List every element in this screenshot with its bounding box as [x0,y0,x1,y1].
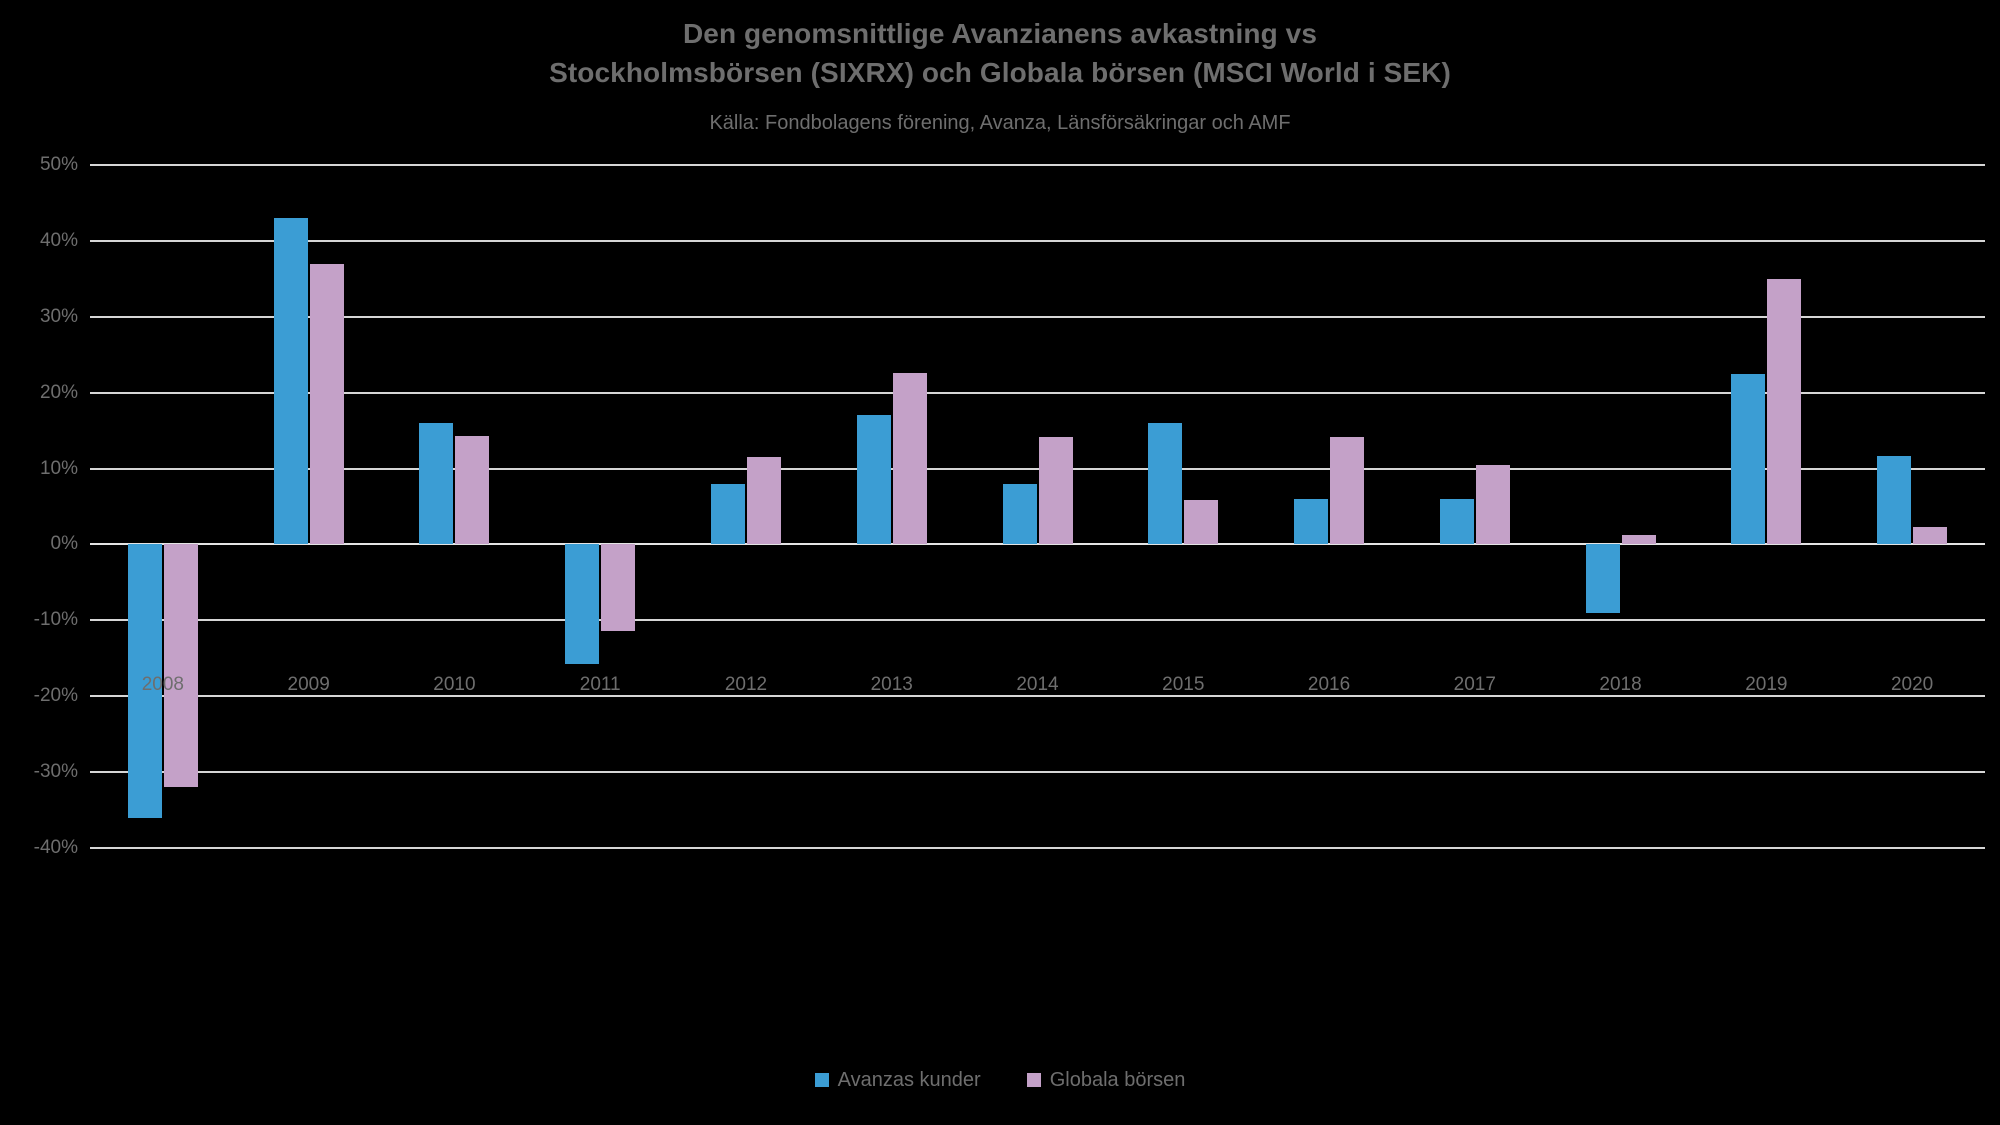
x-axis-tick-label: 2018 [1599,674,1642,695]
bar-avanzas-kunder-2012[interactable] [710,483,745,545]
x-axis-tick-label: 2009 [287,674,330,695]
y-axis-tick-label: 10% [39,457,78,479]
chart-title-line-2: Stockholmsbörsen (SIXRX) och Globala bör… [549,57,1451,88]
legend-label: Avanzas kunder [837,1069,981,1091]
bar-globala-b-rsen-2009[interactable] [309,263,344,545]
bar-globala-b-rsen-2014[interactable] [1038,436,1073,545]
gridline [90,239,1985,242]
bar-globala-b-rsen-2016[interactable] [1330,437,1365,545]
x-axis-labels: 2008 2009 2010 2011 2012 2013 2014 2015 2016 2017… [90,674,1985,704]
bars-layer [90,165,1985,848]
gridline [90,695,1985,698]
y-axis-labels: 50% 40% 30% 20% 10% 0% -10% -20% -30% -40% [0,154,86,858]
gridline [90,467,1985,470]
bar-avanzas-kunder-2008[interactable] [127,544,162,818]
plot-area [90,164,1985,849]
chart-legend: Avanzas kunder Globala börsen [0,1070,2000,1090]
gridline [90,771,1985,774]
y-axis-tick-label: 40% [39,229,78,251]
gridline [90,391,1985,394]
x-axis-tick-label: 2014 [1016,674,1059,695]
chart-title: Den genomsnittlige Avanzianens avkastnin… [0,14,2000,92]
bar-globala-b-rsen-2011[interactable] [601,544,636,631]
gridline [90,315,1985,318]
legend-swatch-icon [1026,1073,1041,1087]
bar-avanzas-kunder-2014[interactable] [1002,483,1037,545]
bar-globala-b-rsen-2012[interactable] [746,457,781,545]
bar-avanzas-kunder-2017[interactable] [1439,498,1474,545]
gridline [90,543,1985,546]
x-axis-tick-label: 2015 [1162,674,1205,695]
x-axis-tick-label: 2012 [724,674,768,695]
y-axis-tick-label: -30% [33,761,78,783]
y-axis-tick-label: 50% [39,154,78,175]
bar-avanzas-kunder-2011[interactable] [565,544,600,665]
y-axis-tick-label: 20% [39,381,78,403]
x-axis-tick-label: 2019 [1745,674,1788,695]
chart-source-note: Källa: Fondbolagens förening, Avanza, Lä… [709,112,1291,134]
y-axis-tick-label: 0% [50,533,78,555]
x-axis-tick-label: 2008 [141,674,185,695]
gridline [90,847,1985,849]
x-axis-tick-label: 2011 [579,674,621,695]
bar-avanzas-kunder-2015[interactable] [1148,423,1183,545]
bar-avanzas-kunder-2009[interactable] [273,218,308,545]
bar-globala-b-rsen-2017[interactable] [1475,464,1510,545]
bar-avanzas-kunder-2016[interactable] [1294,498,1329,545]
bar-avanzas-kunder-2013[interactable] [856,415,891,545]
bar-globala-b-rsen-2020[interactable] [1913,526,1948,545]
legend-item-globala-b-rsen[interactable]: Globala börsen [1026,1069,1186,1091]
bar-globala-b-rsen-2015[interactable] [1184,499,1219,545]
bar-globala-b-rsen-2018[interactable] [1621,535,1656,545]
bar-globala-b-rsen-2019[interactable] [1767,278,1802,545]
gridline [90,619,1985,622]
y-axis-tick-label: -40% [33,837,78,858]
legend-item-avanzas-kunder[interactable]: Avanzas kunder [814,1069,981,1091]
x-axis-tick-label: 2010 [433,674,476,695]
legend-label: Globala börsen [1049,1069,1186,1091]
bar-avanzas-kunder-2019[interactable] [1731,373,1766,545]
y-axis-tick-label: -20% [33,685,78,707]
bar-globala-b-rsen-2013[interactable] [892,372,927,545]
bar-globala-b-rsen-2010[interactable] [455,435,490,545]
chart-title-line-1: Den genomsnittlige Avanzianens avkastnin… [682,18,1318,49]
gridline [90,164,1985,166]
x-axis-tick-label: 2020 [1890,674,1934,695]
legend-swatch-icon [814,1073,829,1087]
x-axis-tick-label: 2013 [870,674,913,695]
bar-avanzas-kunder-2018[interactable] [1585,544,1620,613]
bar-avanzas-kunder-2010[interactable] [419,423,454,545]
x-axis-tick-label: 2017 [1453,674,1496,695]
bar-globala-b-rsen-2008[interactable] [163,544,198,788]
y-axis-tick-label: 30% [39,305,78,327]
x-axis-tick-label: 2016 [1307,674,1351,695]
y-axis-tick-label: -10% [33,609,78,631]
bar-avanzas-kunder-2020[interactable] [1877,455,1912,545]
